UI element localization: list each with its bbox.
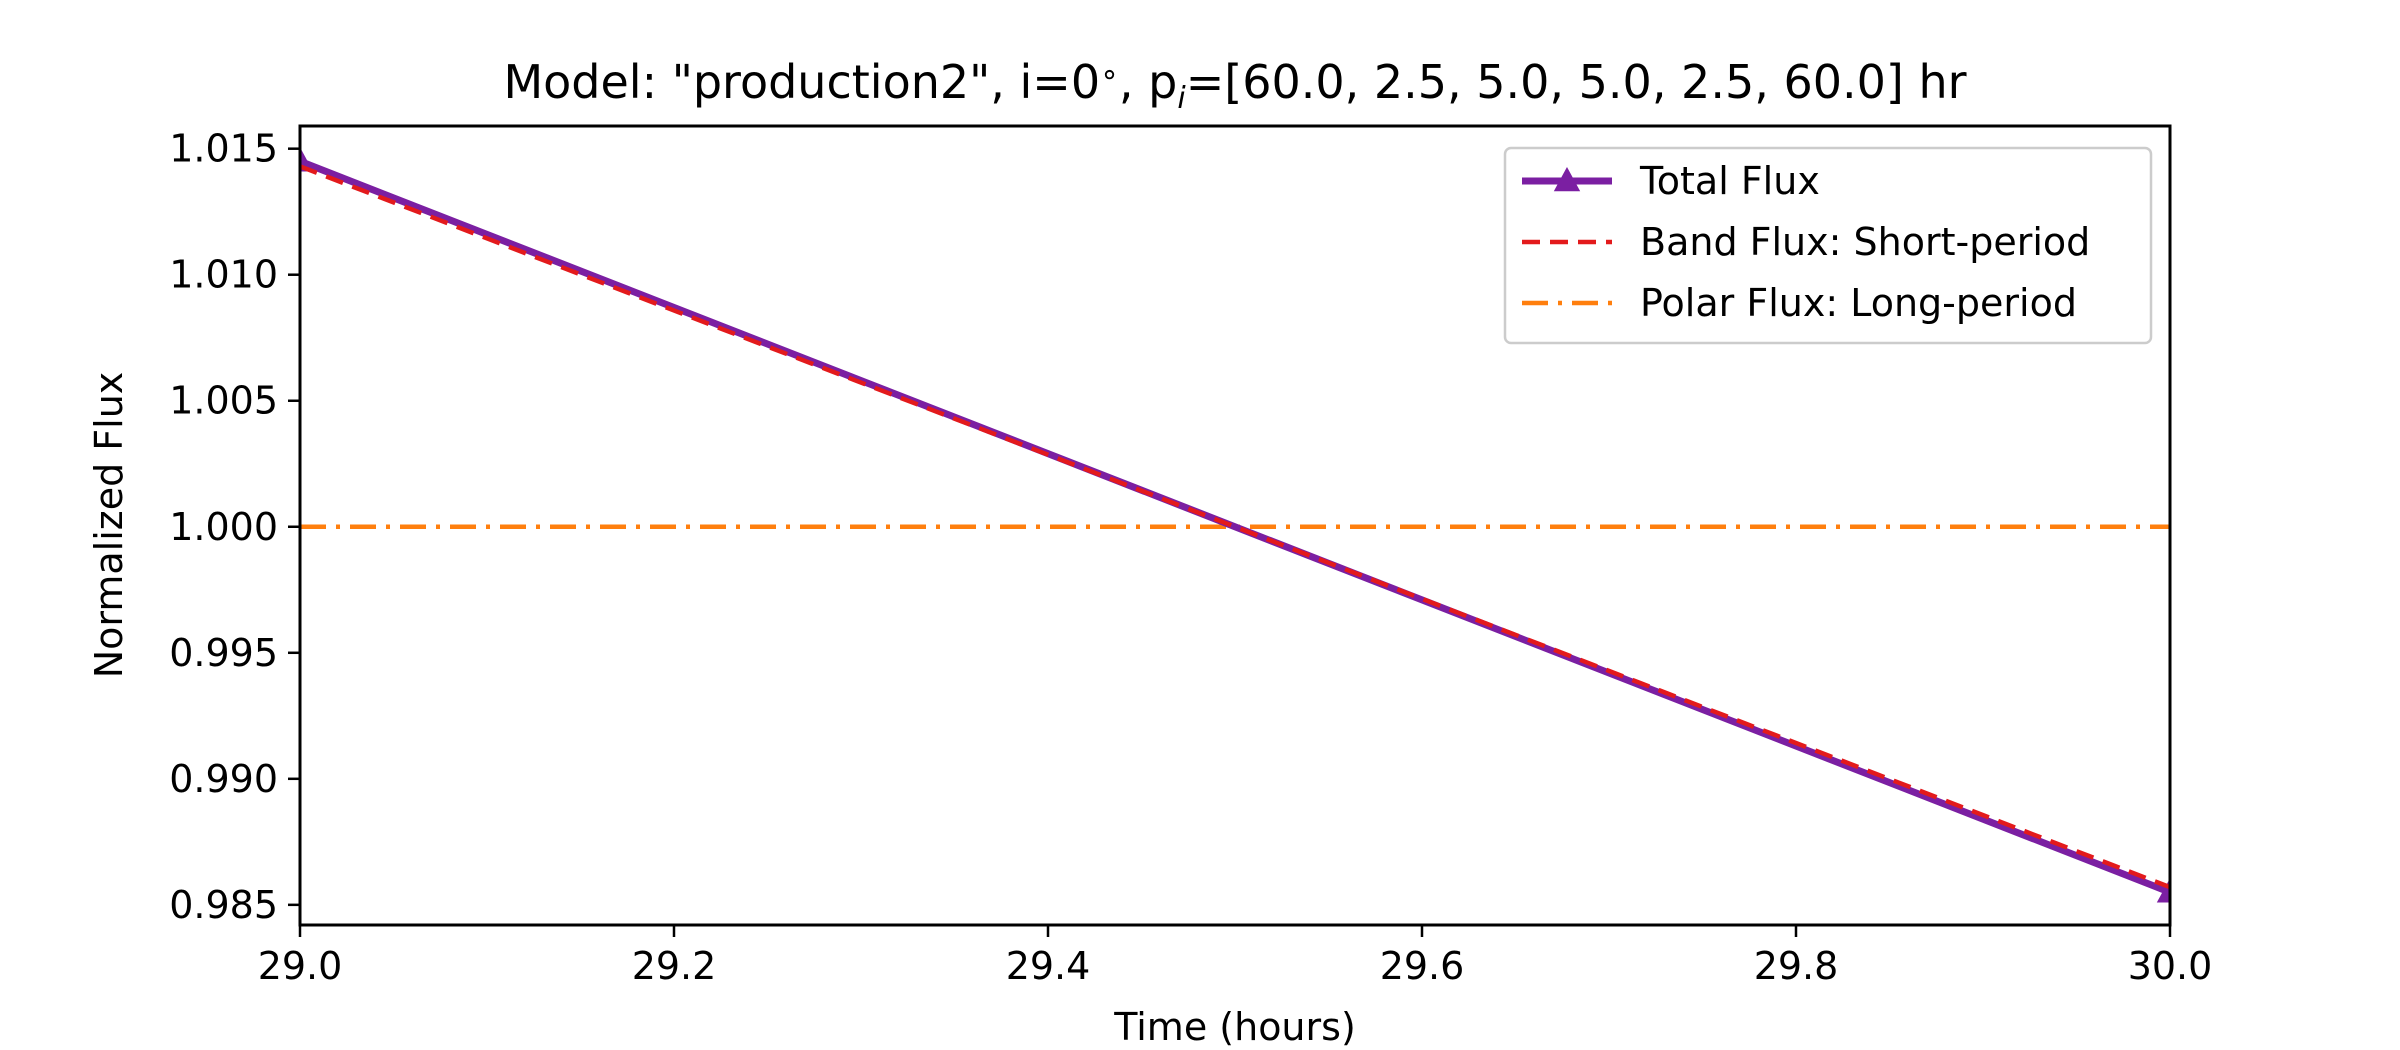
- y-axis-label: Normalized Flux: [87, 372, 131, 679]
- y-tick-label: 0.995: [169, 631, 278, 675]
- x-tick-label: 29.4: [1006, 944, 1091, 988]
- plot-area-frame: [298, 124, 2172, 927]
- title-mid: , p: [1119, 55, 1177, 109]
- y-tick-label: 1.005: [169, 379, 278, 423]
- legend-label-3: Polar Flux: Long-period: [1640, 281, 2077, 325]
- series-line-1: [300, 158, 2170, 896]
- x-axis-label: Time (hours): [1113, 1005, 1356, 1049]
- y-tick-label: 1.000: [169, 505, 278, 549]
- legend-frame: [1503, 146, 2153, 345]
- series-layer: [300, 147, 2170, 903]
- title-degree: ∘: [1100, 57, 1119, 92]
- y-tick-label: 1.010: [169, 253, 278, 297]
- x-tick-label: 29.2: [632, 944, 717, 988]
- x-tick-label: 29.8: [1754, 944, 1839, 988]
- title-subscript: i: [1177, 81, 1186, 116]
- title-suffix: =[60.0, 2.5, 5.0, 5.0, 2.5, 60.0] hr: [1186, 55, 1967, 109]
- x-tick-label: 30.0: [2128, 944, 2213, 988]
- x-axis: 29.0 29.2 29.4 29.6 29.8 30.0: [258, 925, 2213, 988]
- y-tick-label: 1.015: [169, 127, 278, 171]
- x-tick-label: 29.0: [258, 944, 343, 988]
- y-tick-label: 0.990: [169, 757, 278, 801]
- y-tick-label: 0.985: [169, 883, 278, 927]
- chart-title: Model: "production2", i=0∘, pi=[60.0, 2.…: [503, 55, 1966, 116]
- legend-label-2: Band Flux: Short-period: [1640, 220, 2090, 264]
- x-tick-label: 29.6: [1380, 944, 1465, 988]
- y-axis: 0.985 0.990 0.995 1.000 1.005 1.010 1.015: [169, 127, 300, 927]
- legend-marker-1: [1553, 166, 1581, 192]
- legend: Total Flux Band Flux: Short-period Polar F…: [1503, 146, 2153, 345]
- legend-label-1: Total Flux: [1639, 159, 1820, 203]
- title-prefix: Model: "production2", i=0: [503, 55, 1100, 109]
